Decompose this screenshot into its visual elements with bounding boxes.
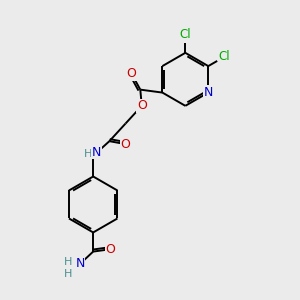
Text: O: O (105, 243, 115, 256)
Text: N: N (204, 86, 213, 99)
Text: Cl: Cl (218, 50, 230, 64)
Text: H: H (84, 148, 92, 158)
Text: H: H (63, 269, 72, 279)
Text: N: N (75, 257, 85, 271)
Text: O: O (127, 67, 136, 80)
Text: H: H (63, 257, 72, 268)
Text: O: O (121, 138, 130, 151)
Text: N: N (92, 146, 101, 159)
Text: Cl: Cl (179, 28, 191, 41)
Text: O: O (137, 99, 147, 112)
